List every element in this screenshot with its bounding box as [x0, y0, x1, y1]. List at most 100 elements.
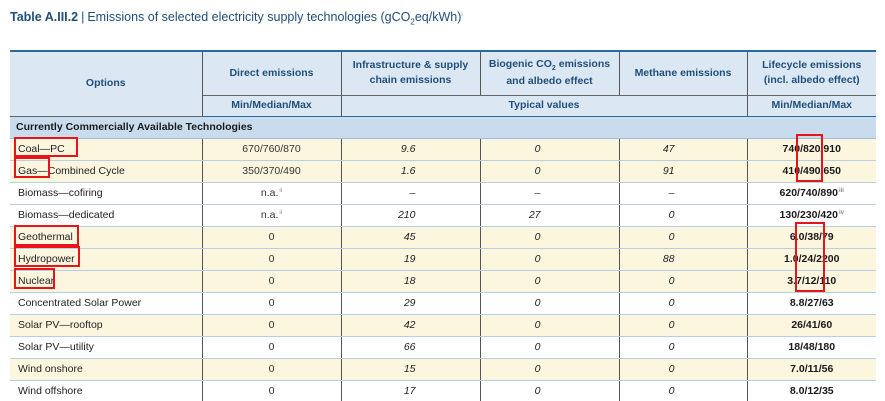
- biogenic-cell: 0: [480, 336, 620, 359]
- table-row: Solar PV—utility 0 66 0 0 18/48/180: [10, 336, 876, 359]
- header-typical-values: Typical values: [341, 95, 748, 117]
- table-row: Geothermal 0 45 0 0 6.0/38/79: [10, 226, 876, 249]
- methane-cell-value: 0: [668, 231, 675, 243]
- table-row: Coal—PC 670/760/870 9.6 0 47 740/820/910: [10, 138, 876, 161]
- infrastructure-cell: 15: [341, 358, 481, 381]
- header-biogenic: Biogenic CO2 emissions and albedo effect: [480, 52, 620, 96]
- direct-emissions-cell: 0: [202, 336, 342, 359]
- biogenic-cell-value: 0: [534, 165, 541, 177]
- direct-emissions-cell-value: 670/760/870: [242, 143, 301, 155]
- direct-emissions-cell-value: 0: [268, 275, 275, 287]
- biogenic-cell: 0: [480, 138, 620, 161]
- lifecycle-footnote: iv: [838, 209, 844, 216]
- lifecycle-cell: 3.7/12/110: [747, 270, 876, 293]
- direct-emissions-cell: 0: [202, 270, 342, 293]
- option-cell-value: Biomass—cofiring: [18, 187, 103, 199]
- infrastructure-cell-value: 45: [403, 231, 416, 243]
- section-heading: Currently Commercially Available Technol…: [10, 116, 876, 139]
- option-cell: Wind offshore: [10, 380, 203, 401]
- table-row: Concentrated Solar Power 0 29 0 0 8.8/27/63: [10, 292, 876, 315]
- direct-emissions-cell: 0: [202, 314, 342, 337]
- methane-cell: 88: [619, 248, 748, 271]
- direct-emissions-cell: 0: [202, 226, 342, 249]
- title-text-unit: eq/kWh): [414, 10, 462, 24]
- table-row: Hydropower 0 19 0 88 1.0/24/2200: [10, 248, 876, 271]
- lifecycle-cell: 7.0/11/56: [747, 358, 876, 381]
- biogenic-cell-value: –: [534, 187, 541, 199]
- biogenic-cell-value: 0: [534, 385, 541, 397]
- option-cell-value: Biomass—dedicated: [18, 209, 115, 221]
- biogenic-cell: 0: [480, 226, 620, 249]
- table-row: Wind offshore 0 17 0 0 8.0/12/35: [10, 380, 876, 401]
- lifecycle-cell: 1.0/24/2200: [747, 248, 876, 271]
- direct-emissions-cell: 0: [202, 292, 342, 315]
- header-biogenic-b: emissions and albedo effect: [506, 58, 611, 88]
- lifecycle-cell-value: 1.0/24/2200: [784, 253, 840, 265]
- option-cell-value: Wind onshore: [18, 363, 83, 375]
- emissions-table-container: Options Direct emissions Infrastructure …: [10, 50, 876, 401]
- lifecycle-cell: 8.8/27/63: [747, 292, 876, 315]
- header-options: Options: [10, 52, 203, 117]
- methane-cell: 91: [619, 160, 748, 183]
- biogenic-cell-value: 0: [534, 253, 541, 265]
- biogenic-cell: 0: [480, 248, 620, 271]
- biogenic-cell: 0: [480, 160, 620, 183]
- biogenic-cell-value: 0: [534, 231, 541, 243]
- biogenic-cell-value: 0: [534, 319, 541, 331]
- methane-cell-value: 0: [668, 363, 675, 375]
- direct-emissions-cell: 0: [202, 358, 342, 381]
- header-lifecycle: Lifecycle emissions (incl. albedo effect…: [747, 52, 876, 96]
- direct-emissions-cell: 670/760/870: [202, 138, 342, 161]
- infrastructure-cell-value: 210: [397, 209, 416, 221]
- header-lifecycle-sub: Min/Median/Max: [747, 95, 876, 117]
- lifecycle-cell: 8.0/12/35: [747, 380, 876, 401]
- methane-cell-value: 0: [668, 209, 675, 221]
- title-subscript: 2: [410, 17, 415, 27]
- lifecycle-cell-value: 130/230/420: [779, 209, 838, 221]
- option-cell-value: Concentrated Solar Power: [18, 297, 142, 309]
- methane-cell-value: 0: [668, 319, 675, 331]
- biogenic-cell: 0: [480, 358, 620, 381]
- option-cell: Geothermal: [10, 226, 203, 249]
- lifecycle-cell-value: 410/490/650: [782, 165, 841, 177]
- lifecycle-cell-value: 8.8/27/63: [789, 297, 834, 309]
- lifecycle-cell-value: 18/48/180: [788, 341, 836, 353]
- title-text: Emissions of selected electricity supply…: [87, 10, 411, 24]
- direct-emissions-cell-value: 0: [268, 385, 275, 397]
- methane-cell-value: 0: [668, 297, 675, 309]
- infrastructure-cell-value: 18: [403, 275, 416, 287]
- methane-cell-value: 47: [662, 143, 675, 155]
- table-row: Biomass—cofiring n.a.ii – – – 620/740/890iii: [10, 182, 876, 205]
- direct-emissions-cell-value: 0: [268, 253, 275, 265]
- infrastructure-cell: 19: [341, 248, 481, 271]
- methane-cell: 0: [619, 292, 748, 315]
- option-cell: Coal—PC: [10, 138, 203, 161]
- table-row: Nuclear 0 18 0 0 3.7/12/110: [10, 270, 876, 293]
- option-cell-value: Nuclear: [18, 275, 55, 287]
- methane-cell: 0: [619, 380, 748, 401]
- lifecycle-cell: 26/41/60: [747, 314, 876, 337]
- biogenic-cell-value: 0: [534, 297, 541, 309]
- infrastructure-cell-value: 66: [403, 341, 416, 353]
- lifecycle-cell-value: 8.0/12/35: [789, 385, 834, 397]
- lifecycle-cell-value: 620/740/890: [779, 187, 838, 199]
- lifecycle-cell: 18/48/180: [747, 336, 876, 359]
- direct-emissions-cell-value: n.a.: [260, 187, 279, 199]
- header-direct-emissions: Direct emissions: [202, 52, 342, 96]
- infrastructure-cell: 1.6: [341, 160, 481, 183]
- lifecycle-cell-value: 740/820/910: [782, 143, 841, 155]
- infrastructure-cell-value: 1.6: [400, 165, 416, 177]
- infrastructure-cell: 18: [341, 270, 481, 293]
- infrastructure-cell: 29: [341, 292, 481, 315]
- option-cell-value: Hydropower: [18, 253, 75, 265]
- option-cell-value: Coal—PC: [18, 143, 65, 155]
- direct-emissions-cell: 0: [202, 248, 342, 271]
- infrastructure-cell: 17: [341, 380, 481, 401]
- biogenic-cell: 0: [480, 380, 620, 401]
- methane-cell-value: 0: [668, 275, 675, 287]
- direct-emissions-cell-value: 0: [268, 341, 275, 353]
- methane-cell: 0: [619, 314, 748, 337]
- direct-footnote: ii: [279, 209, 283, 216]
- infrastructure-cell: 42: [341, 314, 481, 337]
- option-cell: Concentrated Solar Power: [10, 292, 203, 315]
